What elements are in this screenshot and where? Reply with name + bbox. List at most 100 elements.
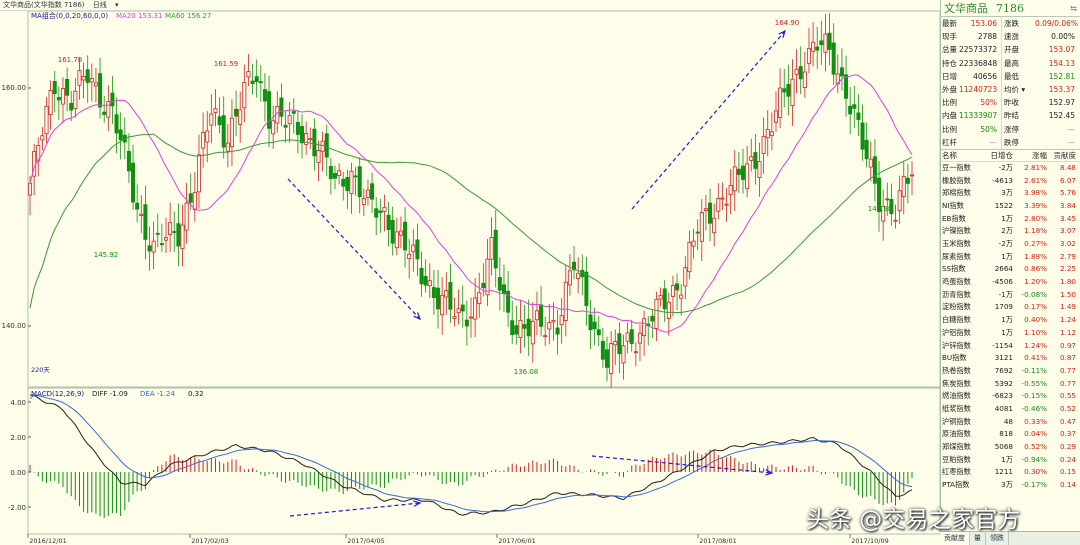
table-row[interactable]: 纸浆指数 4081 -0.46% 0.52 (941, 403, 1080, 416)
candle-body (481, 282, 486, 289)
candle-body (576, 272, 581, 279)
candle-body (872, 156, 877, 184)
price-tick-160: 160.00 (2, 84, 27, 92)
row-change: 3.98% (1024, 188, 1047, 198)
candle-body (687, 241, 692, 273)
row-change: 0.17% (1024, 302, 1047, 312)
candle-body (485, 258, 490, 296)
table-row[interactable]: 淀粉指数 1709 0.17% 1.49 (941, 301, 1080, 314)
date-label: 2016/12/01 (29, 537, 66, 545)
candle-body (192, 191, 197, 211)
instrument-name: 文华商品 (944, 2, 988, 15)
candle-body (642, 318, 647, 337)
table-row[interactable]: 白糖指数 1万 0.40% 1.24 (941, 314, 1080, 327)
table-row[interactable]: 尿素指数 1万 1.88% 2.79 (941, 251, 1080, 264)
stat-label: 涨跌 (1001, 17, 1035, 31)
stat-label: 开盘 (1001, 43, 1035, 57)
candle-body (745, 163, 750, 189)
candle-body (93, 82, 98, 87)
row-name: 红枣指数 (942, 467, 971, 477)
candle-body (407, 253, 412, 259)
row-holding: -2万 (998, 239, 1013, 248)
quote-header: 文华商品 7186 ⇆ (941, 0, 1080, 17)
candle-body (415, 239, 420, 260)
candle-body (464, 319, 469, 327)
row-name: 沪镍指数 (942, 226, 971, 236)
candle-body (901, 175, 906, 197)
table-row[interactable]: 原油指数 818 0.04% 0.37 (941, 428, 1080, 441)
table-row[interactable]: 郑煤指数 5068 0.52% 0.29 (941, 441, 1080, 454)
swap-icon[interactable]: ⇆ (1070, 3, 1077, 13)
table-row[interactable]: NI指数 1522 3.39% 3.84 (941, 200, 1080, 213)
table-row[interactable]: 热卷指数 7692 -0.11% 0.77 (941, 365, 1080, 378)
table-row[interactable]: 沪镍指数 2万 1.18% 3.07 (941, 225, 1080, 238)
col-holding[interactable]: 日增仓 (990, 150, 1014, 160)
candle-body (691, 240, 696, 247)
candle-body (852, 104, 857, 109)
row-contribution: 0.97 (1059, 340, 1076, 350)
table-row[interactable]: 沪锌指数 -1154 1.24% 0.97 (941, 340, 1080, 353)
candle-body (448, 282, 453, 310)
candle-body (345, 177, 350, 191)
candle-body (69, 102, 74, 111)
table-row[interactable]: 红枣指数 1211 0.30% 0.15 (941, 466, 1080, 479)
table-row[interactable]: 玉米指数 -2万 0.27% 3.02 (941, 238, 1080, 251)
stat-value: 22573372 (959, 45, 998, 55)
table-row[interactable]: 豆一指数 -2万 2.81% 8.48 (941, 162, 1080, 175)
kline-chart[interactable]: 160.00 140.00 161.78 161.59 164.90 145.92 136.… (0, 11, 940, 545)
candle-body (699, 212, 704, 242)
row-change: -0.08% (1021, 289, 1047, 299)
candle-body (497, 277, 502, 291)
col-change[interactable]: 涨幅 (1032, 150, 1047, 160)
table-row[interactable]: 燃油指数 -6823 -0.15% 0.55 (941, 390, 1080, 403)
col-contribution[interactable]: 贡献度 (1053, 150, 1077, 160)
table-row[interactable]: 沪铝指数 1万 1.10% 1.12 (941, 327, 1080, 340)
table-row[interactable]: EB指数 1万 2.80% 3.45 (941, 213, 1080, 226)
candle-body (877, 177, 882, 213)
table-row[interactable]: 郑棉指数 3万 3.98% 5.76 (941, 187, 1080, 200)
table-row[interactable]: BU指数 3121 0.41% 0.87 (941, 352, 1080, 365)
candle-body (238, 109, 243, 125)
tab-decliners[interactable]: 领跌 (986, 532, 1009, 545)
table-row[interactable]: 豆粕指数 1万 -0.94% 0.24 (941, 454, 1080, 467)
candle-body (596, 329, 601, 336)
table-row[interactable]: PTA指数 3万 -0.17% 0.14 (941, 479, 1080, 492)
row-holding: 1709 (994, 302, 1013, 312)
date-label: 2017/06/01 (498, 537, 535, 545)
stat-label: 最低 (1001, 69, 1035, 83)
col-name[interactable]: 名称 (942, 150, 957, 160)
candle-body (757, 161, 762, 179)
table-row[interactable]: 鸡蛋指数 -4506 1.20% 1.80 (941, 276, 1080, 289)
candle-body (201, 132, 206, 149)
candle-body (625, 332, 630, 342)
candle-body (279, 97, 284, 117)
candle-body (151, 240, 156, 253)
period-selector[interactable]: 日线 ▾ (93, 1, 125, 9)
candle-body (209, 113, 214, 126)
table-row[interactable]: 沥青指数 -1万 -0.08% 1.50 (941, 289, 1080, 302)
candle-body (868, 158, 873, 168)
tab-contribution[interactable]: 贡献度 (940, 532, 970, 545)
tab-volume[interactable]: 量 (970, 532, 986, 545)
row-contribution: 6.07 (1059, 175, 1076, 185)
candle-body (794, 68, 799, 75)
row-name: 尿素指数 (942, 251, 971, 261)
watermark: 头条 @交易之家官方 (806, 507, 1021, 533)
arrow-head (765, 469, 774, 476)
date-label: 2017/02/03 (191, 537, 228, 545)
candle-body (539, 304, 544, 327)
candle-body (563, 281, 568, 322)
table-row[interactable]: 沪铜指数 48 0.33% 0.47 (941, 416, 1080, 429)
stat-row: 比例 50% 昨收 152.97 (941, 96, 1080, 110)
candle-body (357, 166, 362, 198)
window-title-bar: 文华商品(文华指数 7186) 日线 ▾ (0, 0, 940, 11)
candle-body (398, 230, 403, 236)
table-row[interactable]: 焦炭指数 5392 -0.55% 0.77 (941, 378, 1080, 391)
table-row[interactable]: SS指数 2664 0.86% 2.25 (941, 263, 1080, 276)
table-row[interactable]: 橡胶指数 -4613 2.61% 6.07 (941, 175, 1080, 188)
candle-body (889, 199, 894, 215)
candle-body (308, 138, 313, 141)
date-label: 2017/04/05 (347, 537, 384, 545)
stat-label: 最高 (1001, 56, 1035, 70)
candle-body (567, 270, 572, 286)
